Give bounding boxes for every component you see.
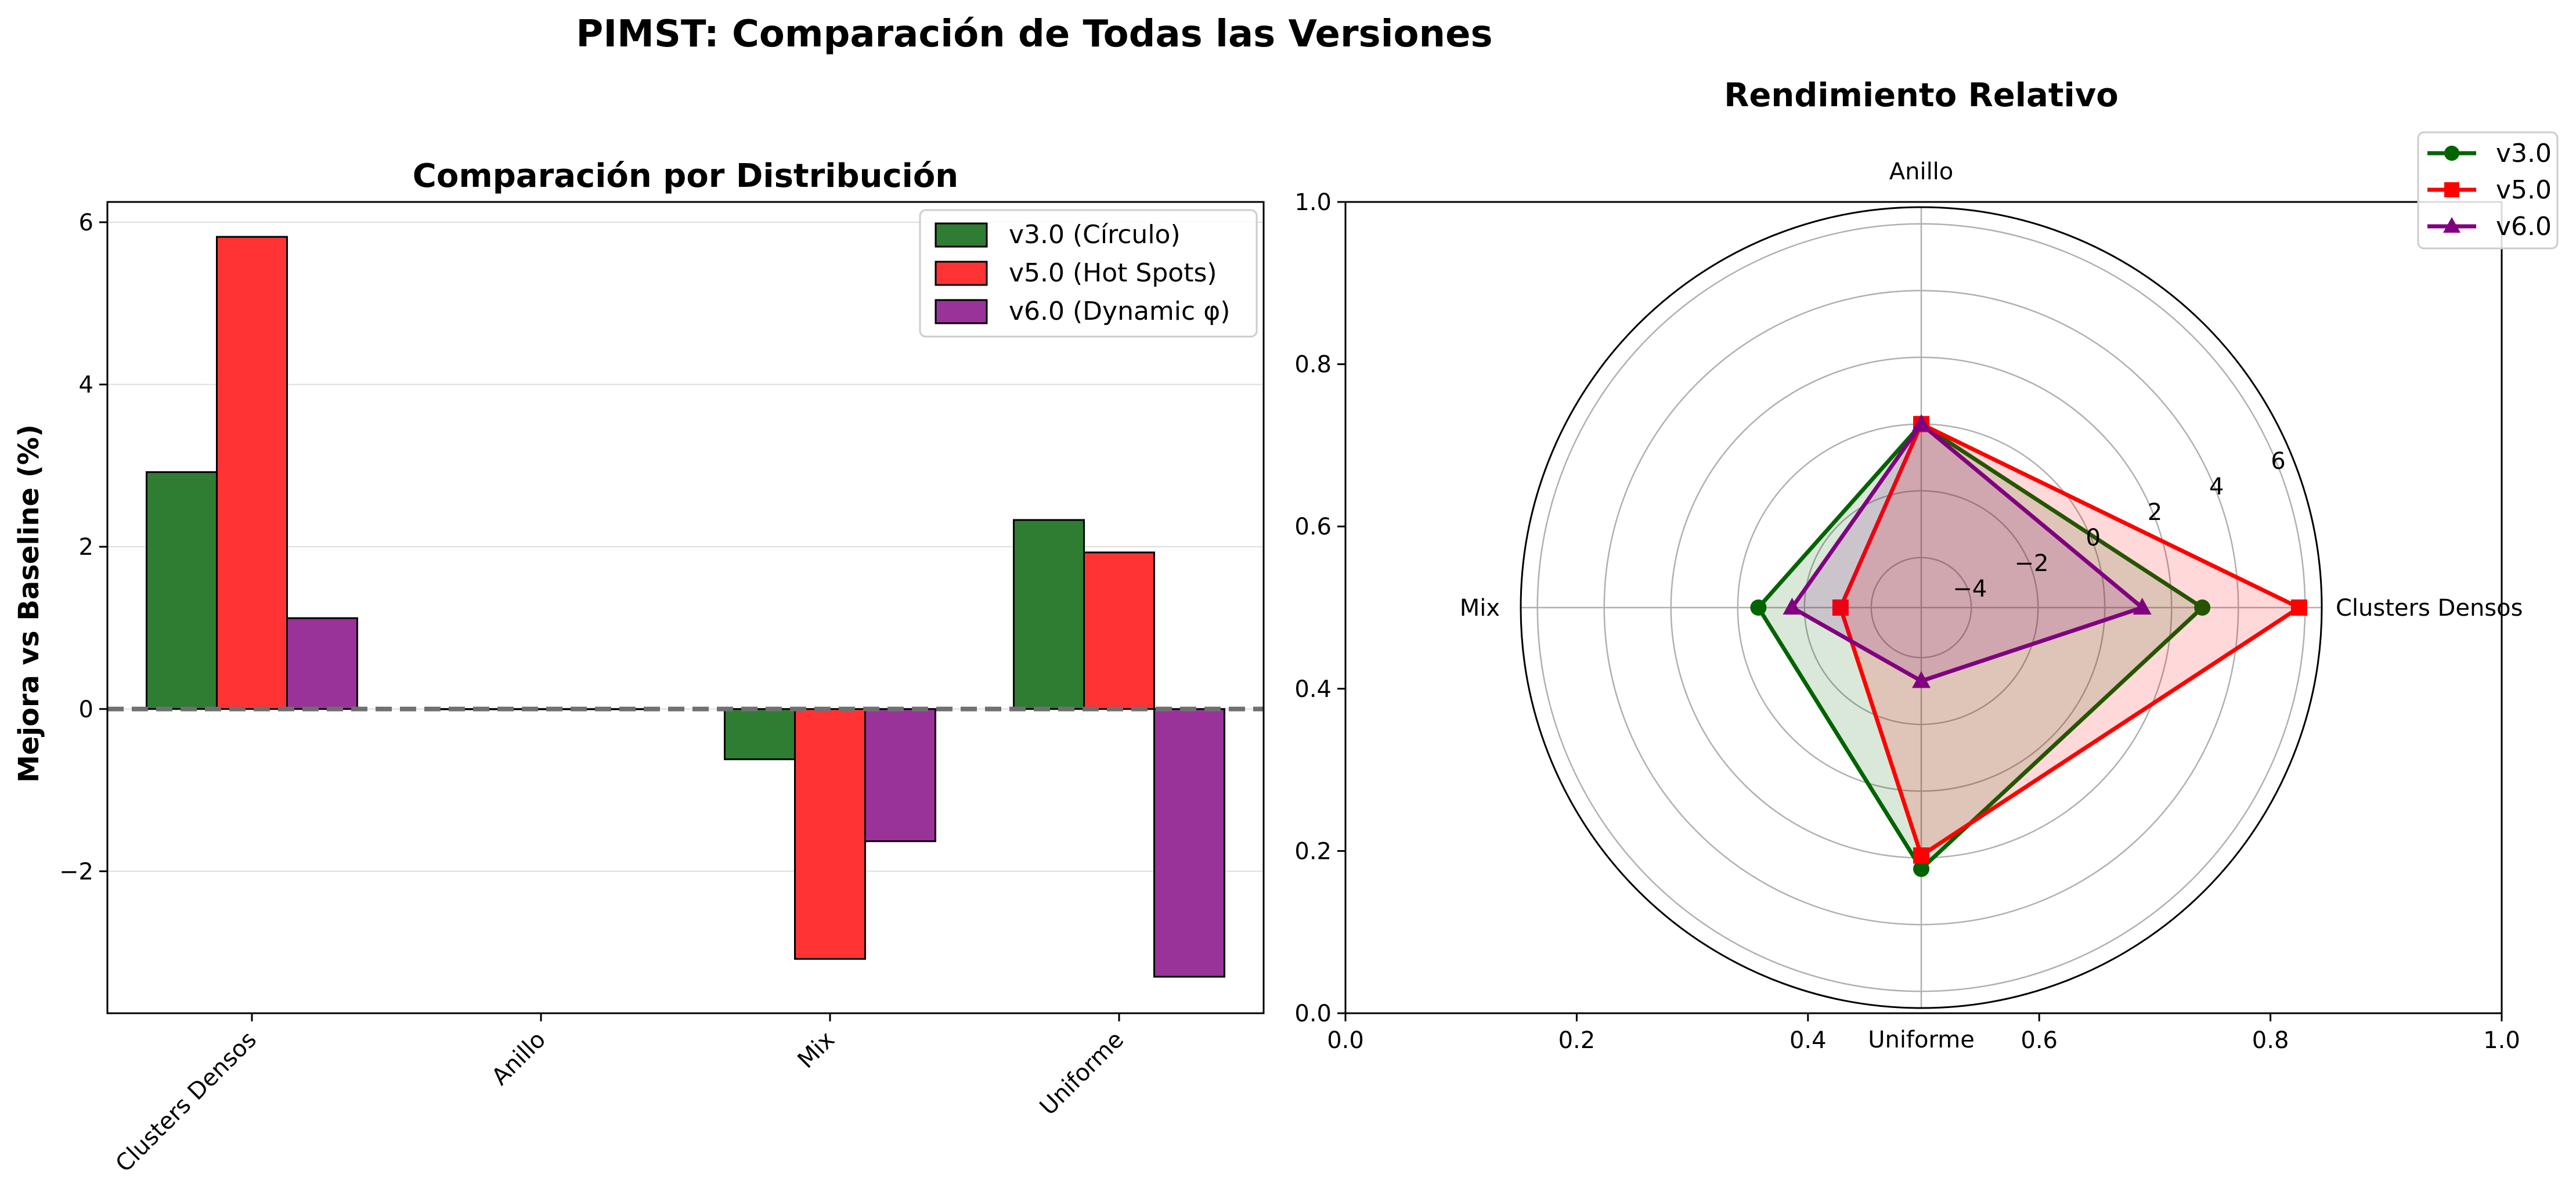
y-tick-label: 0 (79, 696, 93, 723)
radar-marker-2 (1912, 414, 1931, 431)
radar-outer-ring (1520, 206, 2323, 1009)
radar-marker-2 (1912, 671, 1931, 688)
bar-chart-frame (106, 201, 1265, 1014)
radar-marker-0 (1913, 861, 1929, 877)
bar-2-2 (864, 708, 936, 843)
radar-r-tick-label: −4 (1953, 576, 1987, 602)
radar-grid (1520, 206, 2323, 1009)
radar-area-2 (1792, 424, 2142, 681)
radar-marker-1 (2290, 599, 2307, 616)
cart-y-tick-label: 0.0 (1294, 1000, 1332, 1027)
bar-legend-label: v6.0 (Dynamic φ) (1009, 297, 1230, 326)
radar-marker-1 (1913, 847, 1929, 864)
y-tick-label: 2 (79, 534, 93, 561)
x-tick-label: Mix (793, 1027, 840, 1074)
radar-category-label: Mix (1460, 595, 1500, 622)
bar-1-0 (216, 236, 288, 710)
bar-legend-label: v5.0 (Hot Spots) (1009, 258, 1217, 288)
cart-y-tick-label: 0.8 (1294, 352, 1332, 378)
radar-legend-label: v5.0 (2496, 175, 2552, 205)
bar-1-1 (505, 708, 577, 710)
radar-cartesian-ticks: 0.0 0.2 0.4 0.6 0.8 1.0 0.0 0.2 0.4 0.6 0.8 1.0 (1294, 189, 2520, 1054)
bar-0-0 (146, 471, 218, 710)
radar-labels: Clusters Densos Anillo Mix Uniforme −4 −2 0 2 4 6 (1460, 158, 2523, 1053)
x-tick-label: Clusters Densos (111, 1027, 262, 1178)
y-tick-label: 6 (79, 209, 93, 236)
radar-category-label: Clusters Densos (2336, 595, 2523, 622)
radar-r-tick-label: −2 (2014, 550, 2048, 577)
radar-marker-2 (1783, 598, 1802, 615)
radar-r-tick-label: 6 (2271, 448, 2285, 475)
bar-chart-panel: Comparación por Distribución Mejora vs B… (13, 157, 1265, 1178)
radar-legend-label: v3.0 (2496, 139, 2552, 168)
bar-2-0 (286, 617, 358, 710)
bar-legend-box (919, 209, 1258, 338)
bar-0-1 (435, 708, 507, 710)
radar-area-1 (1840, 424, 2299, 856)
radar-legend-marker (2444, 182, 2459, 197)
radar-legend-marker (2443, 217, 2460, 233)
cart-y-tick-label: 0.6 (1294, 514, 1332, 540)
bar-0-3 (1013, 519, 1085, 710)
radar-legend-marker (2444, 146, 2459, 161)
bar-2-3 (1153, 708, 1225, 978)
radar-chart-title: Rendimiento Relativo (1724, 77, 2118, 114)
cart-x-tick-label: 1.0 (2483, 1027, 2520, 1054)
radar-legend-label: v6.0 (2496, 212, 2552, 241)
radar-category-label: Anillo (1889, 158, 1954, 185)
radar-chart-panel: Rendimiento Relativo 0.0 0.2 0.4 0.6 0.8 1.00… (1294, 77, 2559, 1054)
radar-marker-2 (2133, 598, 2152, 615)
cart-y-tick-label: 0.2 (1294, 838, 1332, 865)
radar-marker-0 (2194, 599, 2211, 616)
cart-x-tick-label: 0.6 (2021, 1027, 2058, 1054)
bar-legend-label: v3.0 (Círculo) (1009, 220, 1181, 250)
radar-series (1750, 414, 2307, 877)
radar-marker-0 (1750, 599, 1767, 616)
cart-x-tick-label: 0.4 (1790, 1027, 1827, 1054)
bar-1-2 (794, 708, 866, 960)
bar-legend-swatch (935, 299, 988, 324)
bar-legend-swatch (935, 222, 988, 248)
radar-cartesian-frame (1344, 201, 2503, 1014)
bar-0-2 (724, 708, 796, 760)
bar-1-3 (1083, 551, 1155, 710)
cart-x-tick-label: 0.0 (1327, 1027, 1364, 1054)
bar-legend-swatch (935, 261, 988, 286)
radar-marker-1 (1832, 599, 1849, 616)
bar-chart-legend: v3.0 (Círculo) v5.0 (Hot Spots) v6.0 (Dyna… (919, 209, 1258, 338)
y-tick-label: −2 (59, 858, 93, 885)
cart-x-tick-label: 0.2 (1558, 1027, 1596, 1054)
radar-r-tick-label: 2 (2148, 499, 2162, 526)
radar-legend: v3.0 v5.0 v6.0 (2417, 131, 2559, 250)
cart-x-tick-label: 0.8 (2252, 1027, 2289, 1054)
bar-chart-title: Comparación por Distribución (413, 157, 958, 195)
cart-y-tick-label: 0.4 (1294, 676, 1332, 703)
x-tick-label: Anillo (486, 1027, 551, 1091)
figure-title: PIMST: Comparación de Todas las Versione… (576, 13, 1492, 56)
bar-chart-ylabel: Mejora vs Baseline (%) (13, 424, 45, 783)
cart-y-tick-label: 1.0 (1294, 189, 1332, 216)
y-tick-label: 4 (79, 372, 93, 399)
bar-chart-bars (146, 236, 1225, 978)
radar-category-label: Uniforme (1868, 1027, 1975, 1053)
radar-r-tick-label: 4 (2209, 474, 2224, 500)
x-tick-label: Uniforme (1035, 1027, 1129, 1121)
radar-r-tick-label: 0 (2086, 525, 2100, 551)
